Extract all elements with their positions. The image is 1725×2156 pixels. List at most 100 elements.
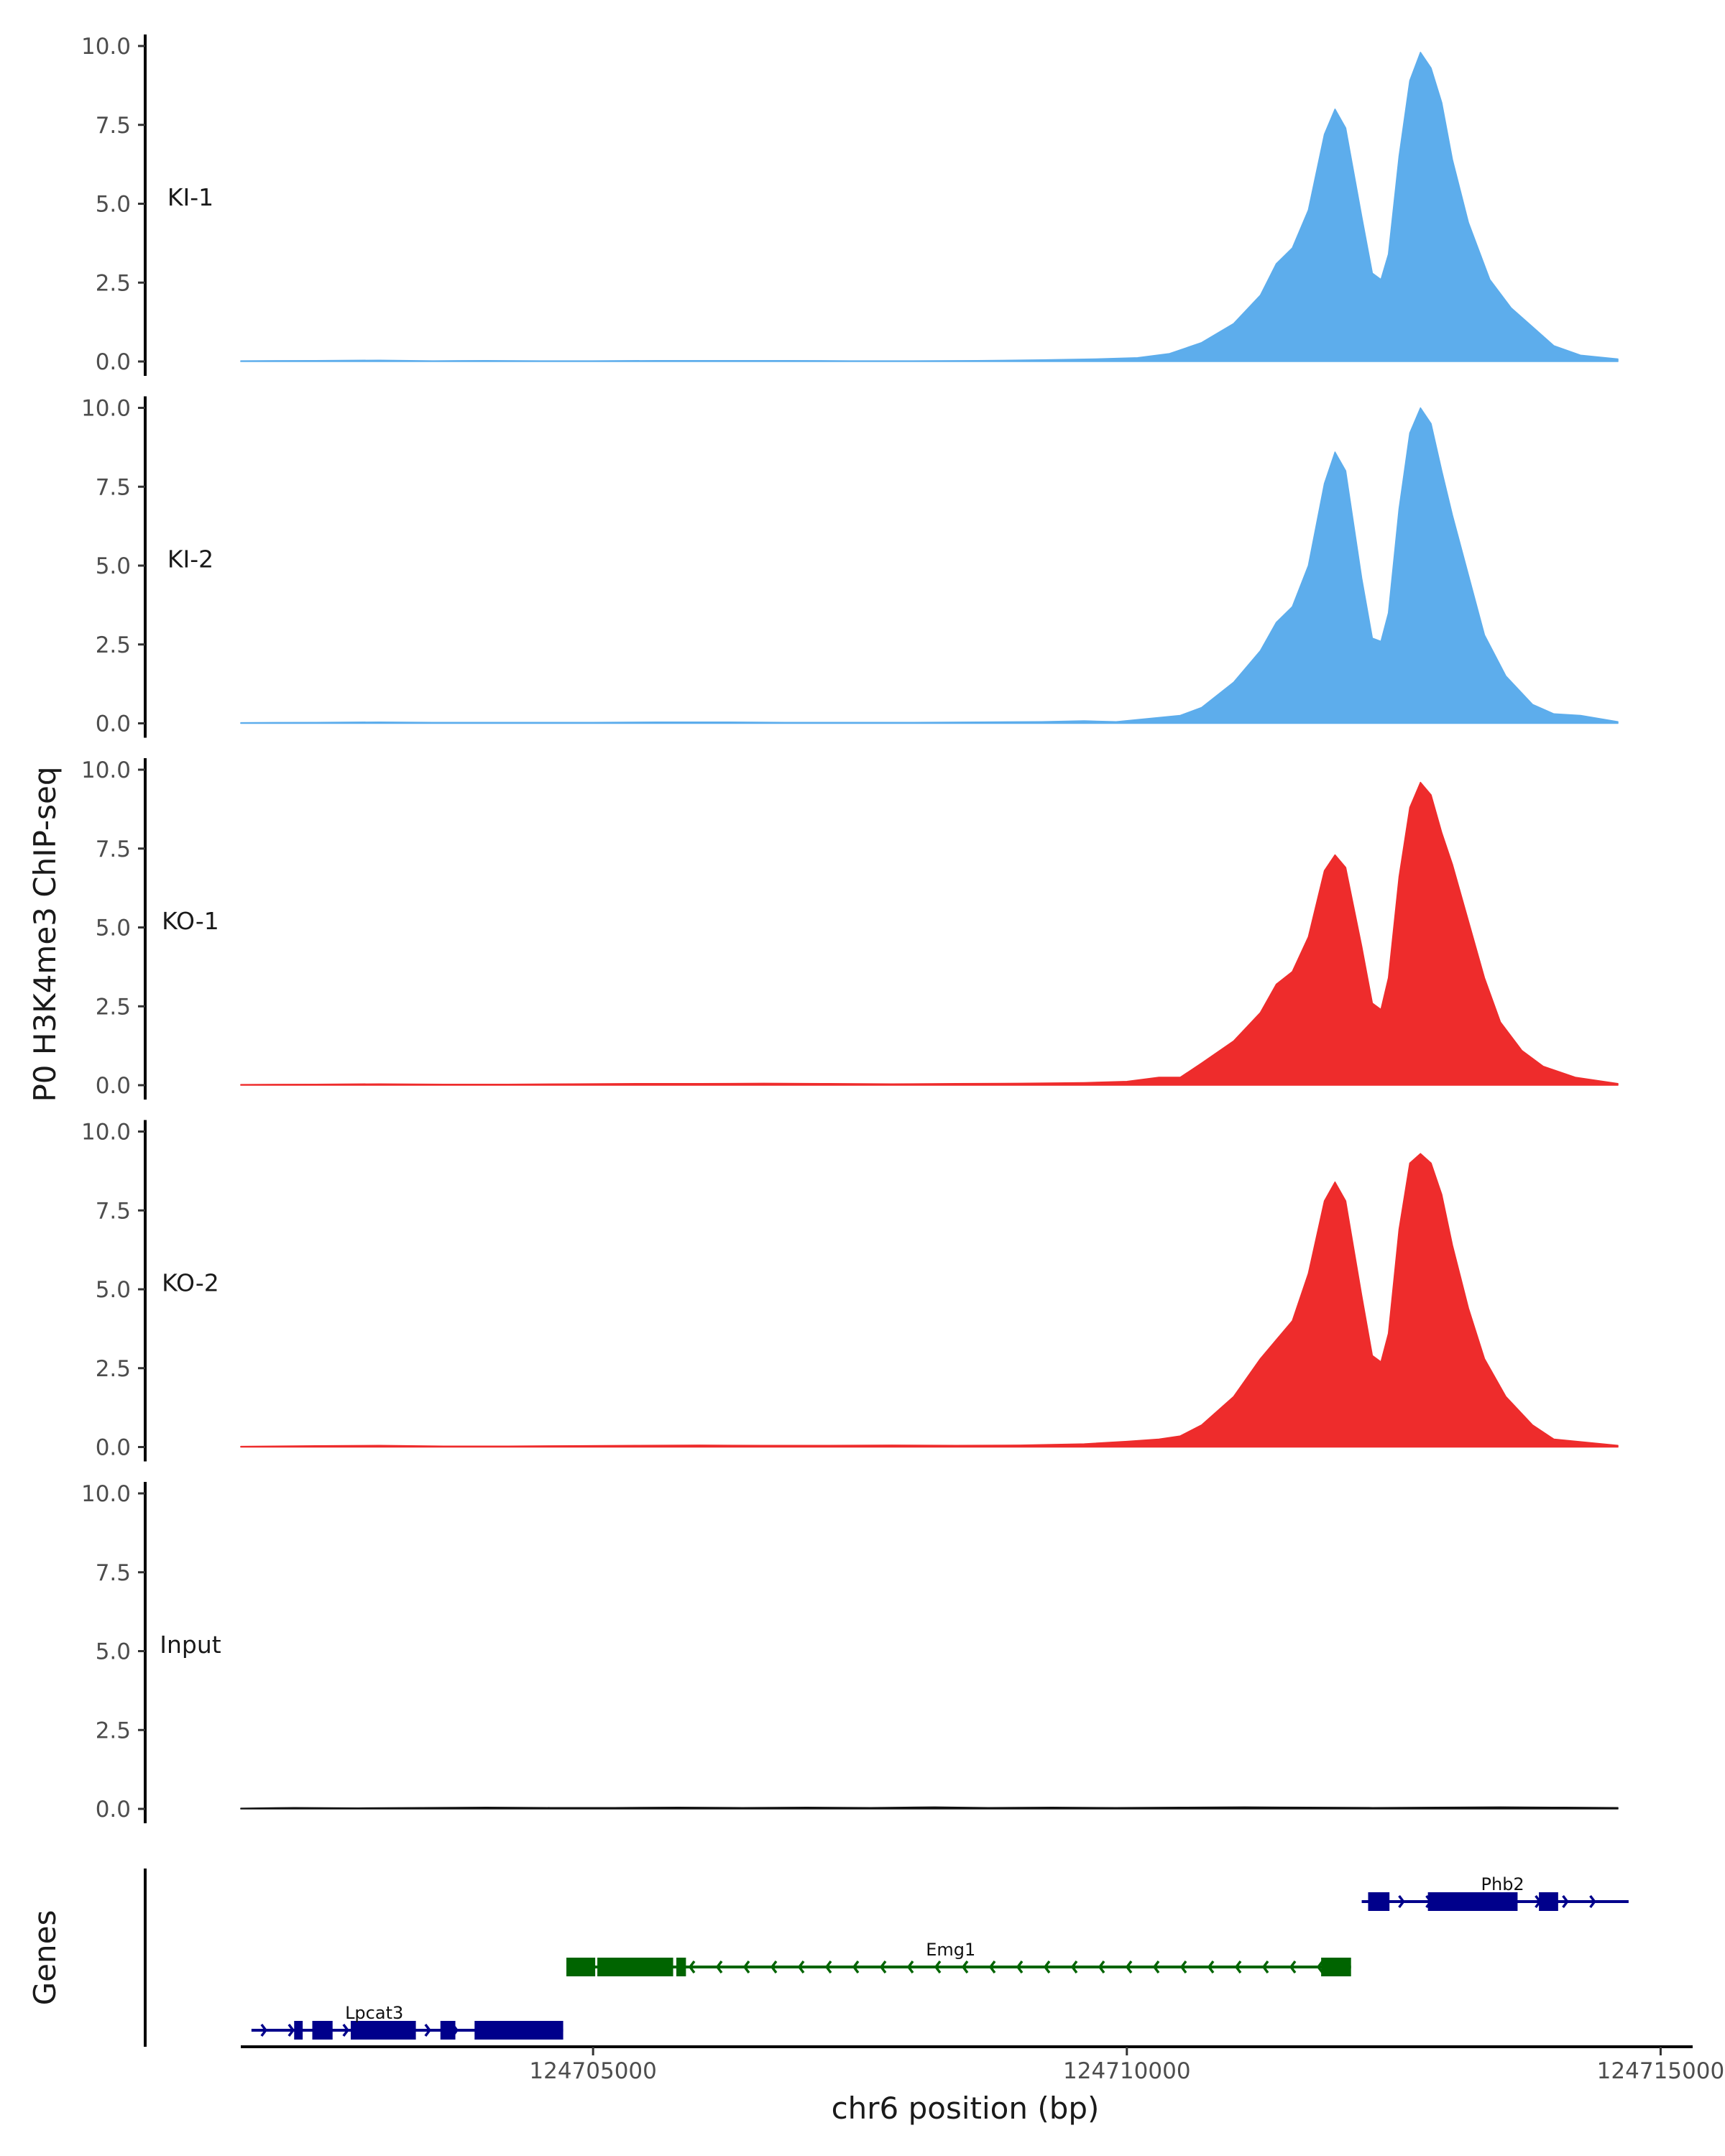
track-panel: 0.0 2.5 5.0 7.5 10.0 KO-2 bbox=[81, 1120, 1619, 1462]
gene-exon bbox=[294, 2021, 303, 2040]
y-tick-label: 5.0 bbox=[96, 1277, 131, 1303]
y-tick-label: 7.5 bbox=[96, 1198, 131, 1224]
strand-arrow bbox=[770, 1960, 778, 1974]
strand-arrow bbox=[961, 1960, 969, 1974]
strand-arrow bbox=[797, 1960, 805, 1974]
y-tick-label: 0.0 bbox=[96, 1435, 131, 1461]
signal-area bbox=[240, 52, 1619, 362]
strand-arrow bbox=[715, 1960, 723, 1974]
x-axis-title: chr6 position (bp) bbox=[832, 2091, 1100, 2126]
x-tick-label: 124705000 bbox=[529, 2058, 657, 2084]
track-label: KI-2 bbox=[167, 545, 213, 573]
strand-arrow bbox=[1152, 1960, 1160, 1974]
strand-arrow bbox=[424, 2023, 432, 2037]
gene-label: Emg1 bbox=[926, 1940, 975, 1960]
x-tick-label: 124710000 bbox=[1063, 2058, 1191, 2084]
y-tick-label: 2.5 bbox=[96, 270, 131, 296]
gene-model: Lpcat3 bbox=[251, 2003, 564, 2040]
gene-exon bbox=[1539, 1892, 1558, 1911]
track-label: KO-1 bbox=[162, 907, 219, 935]
y-tick-label: 2.5 bbox=[96, 1718, 131, 1743]
strand-arrow bbox=[1562, 1894, 1569, 1909]
tracks-group: 0.0 2.5 5.0 7.5 10.0 KI-1 0.0 2.5 5.0 7.5 10.0 KI-2… bbox=[81, 34, 1619, 1823]
strand-arrow bbox=[1098, 1960, 1105, 1974]
y-tick-label: 2.5 bbox=[96, 994, 131, 1020]
track-label: KI-1 bbox=[167, 183, 213, 211]
y-tick-label: 5.0 bbox=[96, 916, 131, 941]
y-tick-label: 10.0 bbox=[81, 1481, 131, 1507]
gene-exon bbox=[474, 2021, 564, 2040]
track-panel: 0.0 2.5 5.0 7.5 10.0 KI-1 bbox=[81, 34, 1619, 376]
y-axis-title: P0 H3K4me3 ChIP-seq bbox=[27, 766, 63, 1102]
gene-model: Phb2 bbox=[1361, 1874, 1629, 1911]
strand-arrow bbox=[879, 1960, 887, 1974]
strand-arrow bbox=[1316, 1960, 1324, 1974]
strand-arrow bbox=[1207, 1960, 1215, 1974]
gene-track: Genes Phb2 Emg1 Lpcat3 bbox=[27, 1869, 1629, 2047]
track-label: Input bbox=[160, 1631, 221, 1659]
strand-arrow bbox=[934, 1960, 942, 1974]
gene-exon bbox=[440, 2021, 456, 2040]
y-tick-label: 2.5 bbox=[96, 1356, 131, 1382]
x-tick-label: 124715000 bbox=[1597, 2058, 1725, 2084]
gene-exon bbox=[312, 2021, 333, 2040]
y-tick-label: 5.0 bbox=[96, 1639, 131, 1665]
strand-arrow bbox=[288, 2023, 295, 2037]
strand-arrow bbox=[1043, 1960, 1051, 1974]
signal-area bbox=[240, 781, 1619, 1086]
track-panel: 0.0 2.5 5.0 7.5 10.0 Input bbox=[81, 1481, 1619, 1823]
strand-arrow bbox=[906, 1960, 914, 1974]
y-tick-label: 7.5 bbox=[96, 837, 131, 862]
signal-area bbox=[240, 1806, 1619, 1810]
strand-arrow bbox=[1234, 1960, 1242, 1974]
strand-arrow bbox=[742, 1960, 750, 1974]
track-label: KO-2 bbox=[162, 1269, 219, 1297]
y-tick-label: 2.5 bbox=[96, 632, 131, 658]
y-tick-label: 5.0 bbox=[96, 553, 131, 579]
strand-arrow bbox=[260, 2023, 268, 2037]
gene-model: Emg1 bbox=[566, 1940, 1351, 1976]
y-tick-label: 7.5 bbox=[96, 1560, 131, 1586]
track-panel: 0.0 2.5 5.0 7.5 10.0 KO-1 bbox=[81, 757, 1619, 1100]
y-tick-label: 10.0 bbox=[81, 34, 131, 60]
signal-area bbox=[240, 1153, 1619, 1448]
gene-exon bbox=[1321, 1958, 1351, 1976]
gene-label: Phb2 bbox=[1481, 1874, 1524, 1894]
y-tick-label: 0.0 bbox=[96, 1797, 131, 1823]
strand-arrow bbox=[1125, 1960, 1133, 1974]
x-axis: chr6 position (bp) 124705000 124710000 124… bbox=[241, 2045, 1725, 2126]
gene-exon bbox=[566, 1958, 596, 1976]
y-tick-label: 10.0 bbox=[81, 396, 131, 422]
gene-exon bbox=[597, 1958, 673, 1976]
signal-area bbox=[240, 407, 1619, 724]
strand-arrow bbox=[1070, 1960, 1078, 1974]
y-tick-label: 0.0 bbox=[96, 349, 131, 375]
strand-arrow bbox=[342, 2023, 350, 2037]
strand-arrow bbox=[1289, 1960, 1297, 1974]
y-tick-label: 0.0 bbox=[96, 711, 131, 737]
strand-arrow bbox=[1261, 1960, 1269, 1974]
gene-exon bbox=[350, 2021, 416, 2040]
strand-arrow bbox=[1589, 1894, 1596, 1909]
genes-track-title: Genes bbox=[27, 1910, 63, 2006]
y-tick-label: 5.0 bbox=[96, 192, 131, 218]
track-panel: 0.0 2.5 5.0 7.5 10.0 KI-2 bbox=[81, 396, 1619, 738]
y-tick-label: 10.0 bbox=[81, 757, 131, 783]
gene-label: Lpcat3 bbox=[345, 2003, 403, 2023]
strand-arrow bbox=[988, 1960, 996, 1974]
strand-arrow bbox=[824, 1960, 832, 1974]
strand-arrow bbox=[1016, 1960, 1024, 1974]
strand-arrow bbox=[1179, 1960, 1187, 1974]
gene-exon bbox=[676, 1958, 686, 1976]
y-tick-label: 7.5 bbox=[96, 474, 131, 500]
gene-exon bbox=[1427, 1892, 1518, 1911]
y-tick-label: 0.0 bbox=[96, 1073, 131, 1099]
gene-exon bbox=[1368, 1892, 1390, 1911]
y-tick-label: 7.5 bbox=[96, 113, 131, 139]
y-tick-label: 10.0 bbox=[81, 1120, 131, 1146]
strand-arrow bbox=[852, 1960, 860, 1974]
strand-arrow bbox=[1398, 1894, 1405, 1909]
strand-arrow bbox=[688, 1960, 696, 1974]
y-axis-title-group: P0 H3K4me3 ChIP-seq bbox=[27, 766, 63, 1102]
